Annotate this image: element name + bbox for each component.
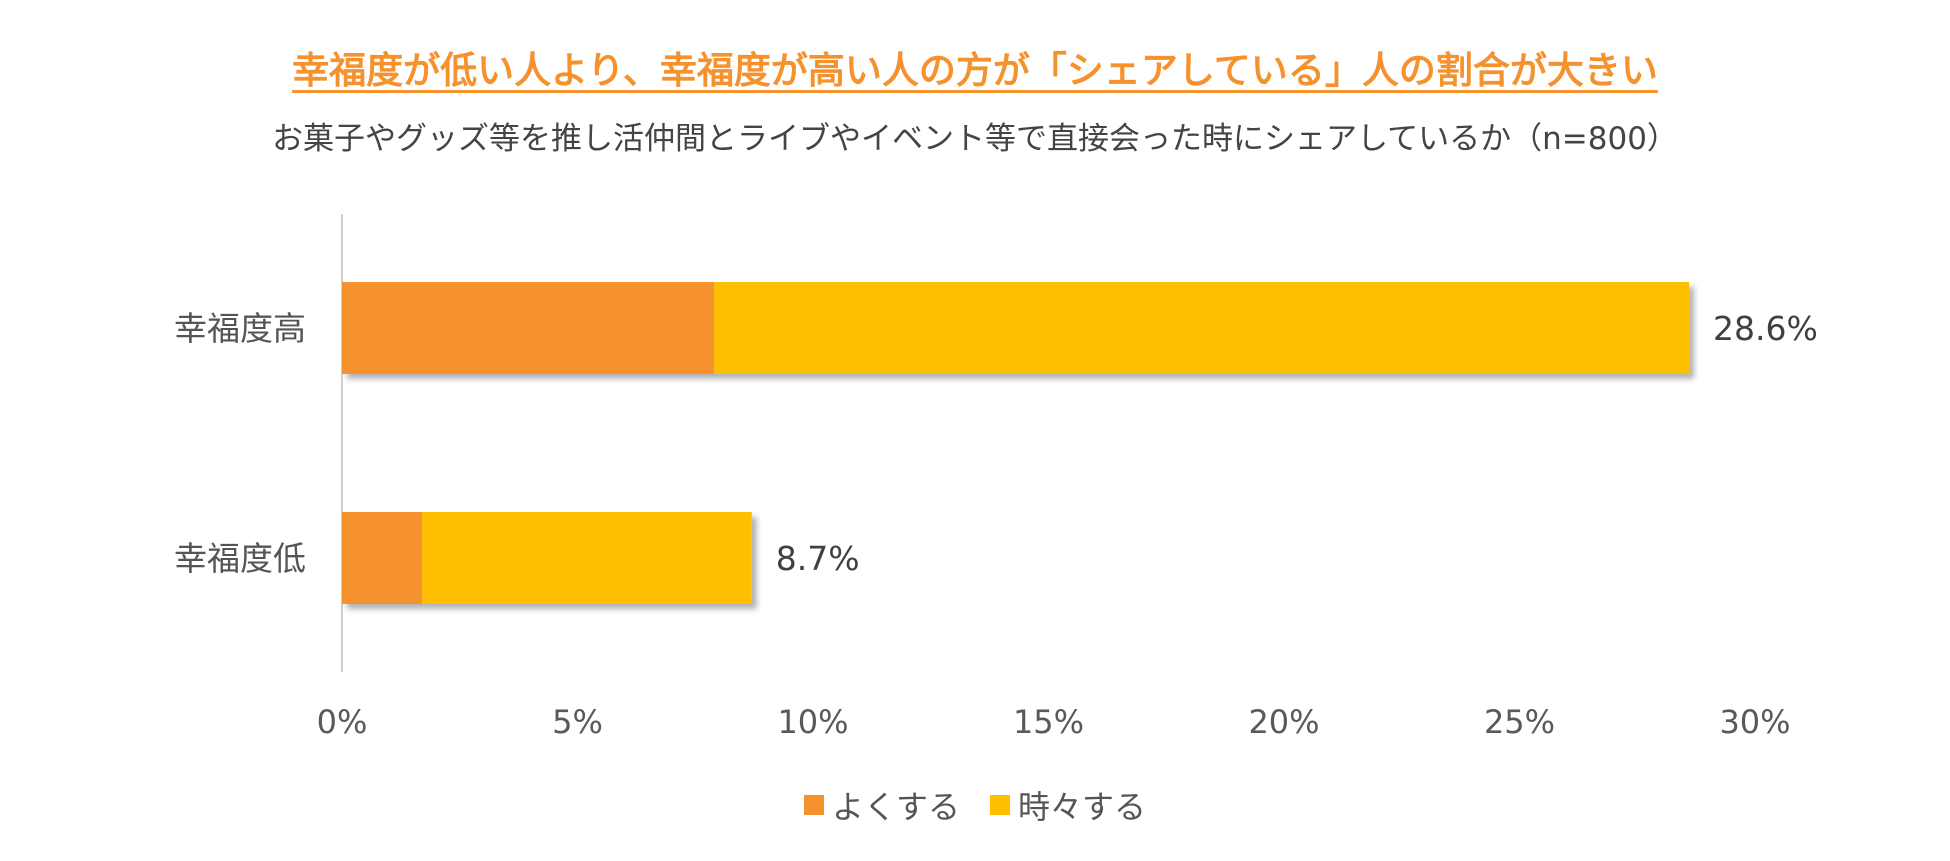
bar-segment-sometimes-1 (422, 512, 752, 604)
x-tick-label-0: 0% (317, 703, 368, 741)
x-tick-label-6: 30% (1719, 703, 1790, 741)
x-tick-label-5: 25% (1484, 703, 1555, 741)
x-tick-label-3: 15% (1013, 703, 1084, 741)
data-label-total-1: 8.7% (776, 539, 860, 578)
category-label-1: 幸福度低 (174, 539, 306, 578)
data-label-total-0: 28.6% (1713, 309, 1818, 348)
legend-label-often: よくする (831, 788, 960, 826)
chart-title: 幸福度が低い人より、幸福度が高い人の方が「シェアしている」人の割合が大きい (292, 49, 1658, 92)
chart-subtitle: お菓子やグッズ等を推し活仲間とライブやイベント等で直接会った時にシェアしているか… (272, 121, 1678, 157)
bar-group-1 (342, 512, 752, 604)
chart-legend: よくする 時々する (0, 782, 1950, 828)
legend-item-often: よくする (803, 782, 960, 828)
bar-group-0 (342, 282, 1690, 374)
legend-label-sometimes: 時々する (1018, 788, 1147, 826)
category-label-0: 幸福度高 (174, 309, 306, 348)
x-tick-label-1: 5% (552, 703, 603, 741)
bar-segment-sometimes-0 (714, 282, 1690, 374)
legend-swatch-sometimes (990, 795, 1010, 815)
x-tick-label-4: 20% (1248, 703, 1319, 741)
x-tick-label-2: 10% (777, 703, 848, 741)
bar-segment-often-0 (342, 282, 715, 374)
legend-swatch-often (803, 795, 824, 815)
legend-item-sometimes: 時々する (990, 782, 1146, 828)
bar-segment-often-1 (342, 512, 423, 604)
